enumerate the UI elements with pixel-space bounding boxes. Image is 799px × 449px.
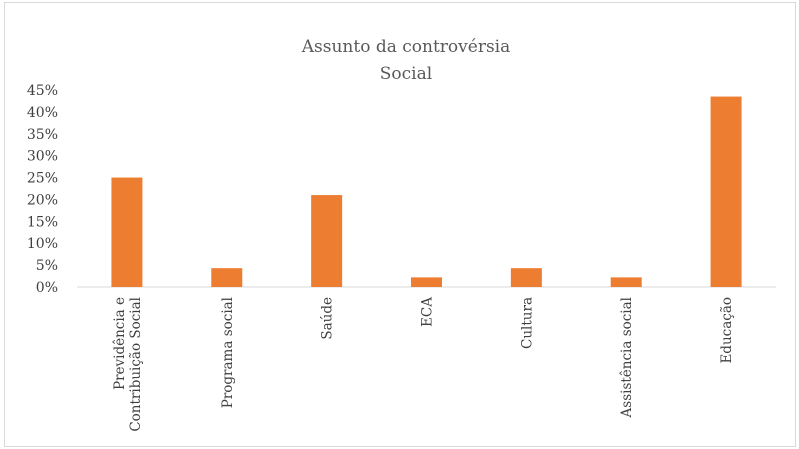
y-axis-ticks: 0% 5% 10% 15% 20% 25% 30% 35% 40% 45%	[27, 83, 58, 296]
y-tick-label: 15%	[27, 214, 58, 230]
x-category-label: Cultura	[519, 297, 535, 349]
bar	[211, 268, 243, 287]
y-tick-label: 35%	[27, 127, 58, 143]
bar	[610, 277, 642, 287]
y-tick-label: 5%	[36, 258, 58, 274]
x-category-label: Previdência eContribuição Social	[112, 297, 144, 432]
x-category-label: Educação	[719, 297, 735, 364]
y-tick-label: 10%	[27, 236, 58, 252]
y-tick-label: 45%	[27, 83, 58, 99]
x-category-label: Assistência social	[619, 297, 635, 418]
x-category-label: Saúde	[320, 297, 336, 340]
y-tick-label: 40%	[27, 105, 58, 121]
bar	[710, 96, 742, 287]
chart-subtitle: Social	[380, 64, 432, 84]
y-tick-label: 0%	[36, 280, 58, 296]
y-tick-label: 20%	[27, 192, 58, 208]
bar	[111, 177, 143, 287]
bar	[510, 268, 542, 287]
y-tick-label: 30%	[27, 149, 58, 165]
y-tick-label: 25%	[27, 171, 58, 187]
bar	[311, 195, 343, 287]
chart-title: Assunto da controvérsia	[301, 37, 511, 57]
bars	[111, 96, 742, 287]
x-category-label: Programa social	[220, 297, 236, 408]
x-category-label: ECA	[420, 297, 436, 327]
x-axis-categories: Previdência eContribuição Social Programa…	[112, 297, 735, 432]
bar	[411, 277, 442, 287]
